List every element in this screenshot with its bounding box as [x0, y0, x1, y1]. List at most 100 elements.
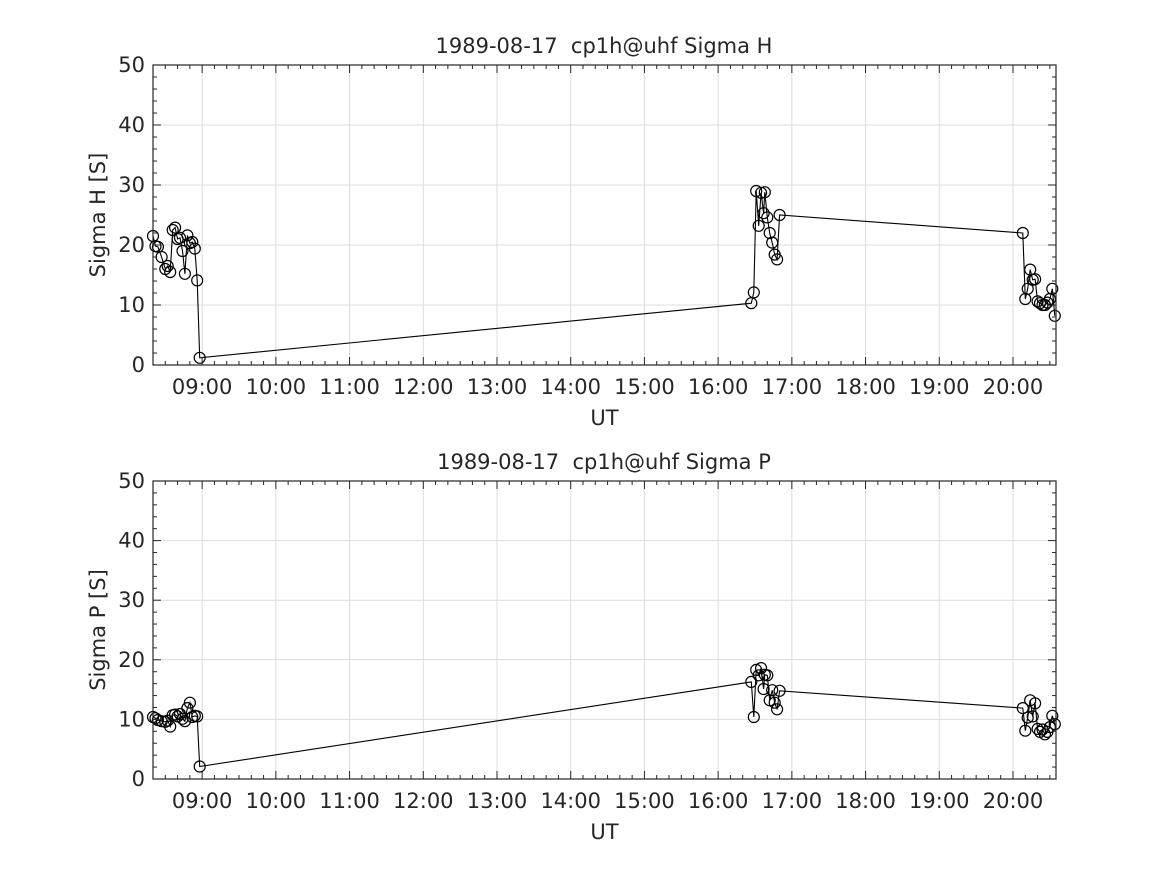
- data-point: [155, 715, 168, 728]
- x-tick-label: 12:00: [393, 375, 454, 399]
- x-tick-label: 09:00: [172, 375, 233, 399]
- data-point: [176, 712, 189, 725]
- data-point: [164, 265, 177, 279]
- chart-sigma-h: 1989-08-17 cp1h@uhf Sigma H 010203040500…: [86, 34, 1061, 430]
- plot-frame: [152, 64, 1057, 366]
- data-point: [761, 211, 774, 224]
- data-point: [752, 669, 765, 682]
- x-axis-label: UT: [590, 406, 618, 430]
- data-point: [1016, 701, 1029, 715]
- series: [146, 184, 1061, 364]
- plot-frame: [152, 480, 1057, 780]
- data-point: [768, 696, 781, 709]
- x-tick-label: 14:00: [540, 375, 601, 399]
- grid: [153, 64, 1056, 366]
- data-point: [183, 696, 196, 709]
- series-line: [152, 667, 1056, 768]
- y-tick-label: 0: [132, 767, 145, 791]
- y-tick-label: 0: [132, 353, 145, 377]
- data-point: [188, 242, 201, 255]
- y-tick-label: 40: [118, 529, 145, 553]
- data-point: [750, 184, 763, 198]
- data-point: [747, 710, 760, 724]
- data-point: [773, 208, 786, 222]
- data-point: [173, 231, 187, 244]
- ticks: 0 10 20 30 40 50 09:00 10:00 11:00 12:00 13:00 14:0…: [118, 53, 1056, 399]
- data-point: [1016, 226, 1029, 240]
- x-tick-label: 20:00: [983, 789, 1044, 813]
- y-tick-label: 50: [118, 53, 145, 77]
- x-tick-label: 10:00: [246, 789, 307, 813]
- x-tick-label: 09:00: [172, 789, 233, 813]
- grid: [153, 480, 1056, 780]
- y-axis-label: Sigma H [S]: [86, 153, 110, 278]
- y-axis-label: Sigma P [S]: [86, 569, 110, 691]
- y-tick-label: 30: [118, 173, 145, 197]
- data-point: [766, 236, 779, 249]
- x-tick-label: 18:00: [835, 375, 896, 399]
- data-point: [770, 703, 784, 716]
- y-tick-label: 30: [118, 588, 145, 612]
- data-point: [754, 186, 768, 199]
- data-point: [1019, 724, 1032, 737]
- data-point: [1046, 282, 1059, 295]
- data-point: [164, 720, 177, 733]
- y-tick-label: 10: [118, 293, 145, 317]
- data-point: [747, 286, 760, 299]
- x-tick-label: 15:00: [614, 375, 675, 399]
- y-tick-label: 40: [118, 113, 145, 137]
- x-tick-label: 16:00: [688, 789, 749, 813]
- data-point: [178, 267, 191, 280]
- data-point: [1046, 709, 1059, 722]
- ticks: 0 10 20 30 40 50 09:00 10:00 11:00 12:00 13:00 14:0…: [118, 469, 1056, 813]
- data-point: [1021, 711, 1034, 724]
- x-tick-label: 12:00: [393, 789, 454, 813]
- data-point: [1026, 710, 1039, 723]
- x-tick-label: 17:00: [762, 789, 823, 813]
- data-point: [757, 207, 770, 220]
- x-tick-label: 11:00: [319, 789, 380, 813]
- x-tick-label: 17:00: [762, 375, 823, 399]
- x-tick-label: 14:00: [540, 789, 601, 813]
- chart-title: 1989-08-17 cp1h@uhf Sigma H: [436, 34, 773, 58]
- data-point: [1028, 697, 1042, 710]
- y-tick-label: 10: [118, 707, 145, 731]
- data-point: [193, 760, 206, 773]
- x-tick-label: 11:00: [319, 375, 380, 399]
- y-tick-label: 20: [118, 648, 145, 672]
- data-point: [752, 219, 765, 232]
- x-tick-label: 18:00: [835, 789, 896, 813]
- x-axis-label: UT: [590, 820, 618, 844]
- x-tick-label: 15:00: [614, 789, 675, 813]
- x-tick-label: 16:00: [688, 375, 749, 399]
- data-point: [191, 710, 204, 723]
- data-point: [745, 675, 758, 689]
- x-tick-label: 19:00: [909, 375, 970, 399]
- data-point: [1028, 273, 1042, 286]
- data-point: [169, 708, 182, 721]
- data-point: [1048, 718, 1061, 731]
- series: [146, 661, 1061, 773]
- data-point: [766, 684, 779, 697]
- data-point: [763, 226, 776, 240]
- data-point: [193, 351, 206, 364]
- data-point: [757, 682, 770, 696]
- data-point: [176, 244, 189, 258]
- y-tick-label: 50: [118, 469, 145, 493]
- chart-sigma-p: 1989-08-17 cp1h@uhf Sigma P 0 10 20 30 40 50 0…: [86, 450, 1061, 844]
- x-tick-label: 10:00: [246, 375, 307, 399]
- data-point: [754, 661, 768, 675]
- y-tick-label: 20: [118, 233, 145, 257]
- x-tick-label: 13:00: [467, 375, 528, 399]
- data-point: [1048, 309, 1061, 322]
- data-point: [761, 669, 774, 682]
- data-point: [758, 186, 771, 199]
- chart-title: 1989-08-17 cp1h@uhf Sigma P: [437, 450, 771, 474]
- data-point: [773, 684, 786, 697]
- data-point: [186, 235, 199, 249]
- data-point: [161, 259, 174, 273]
- x-tick-label: 20:00: [983, 375, 1044, 399]
- data-point: [178, 715, 191, 728]
- data-point: [169, 221, 182, 234]
